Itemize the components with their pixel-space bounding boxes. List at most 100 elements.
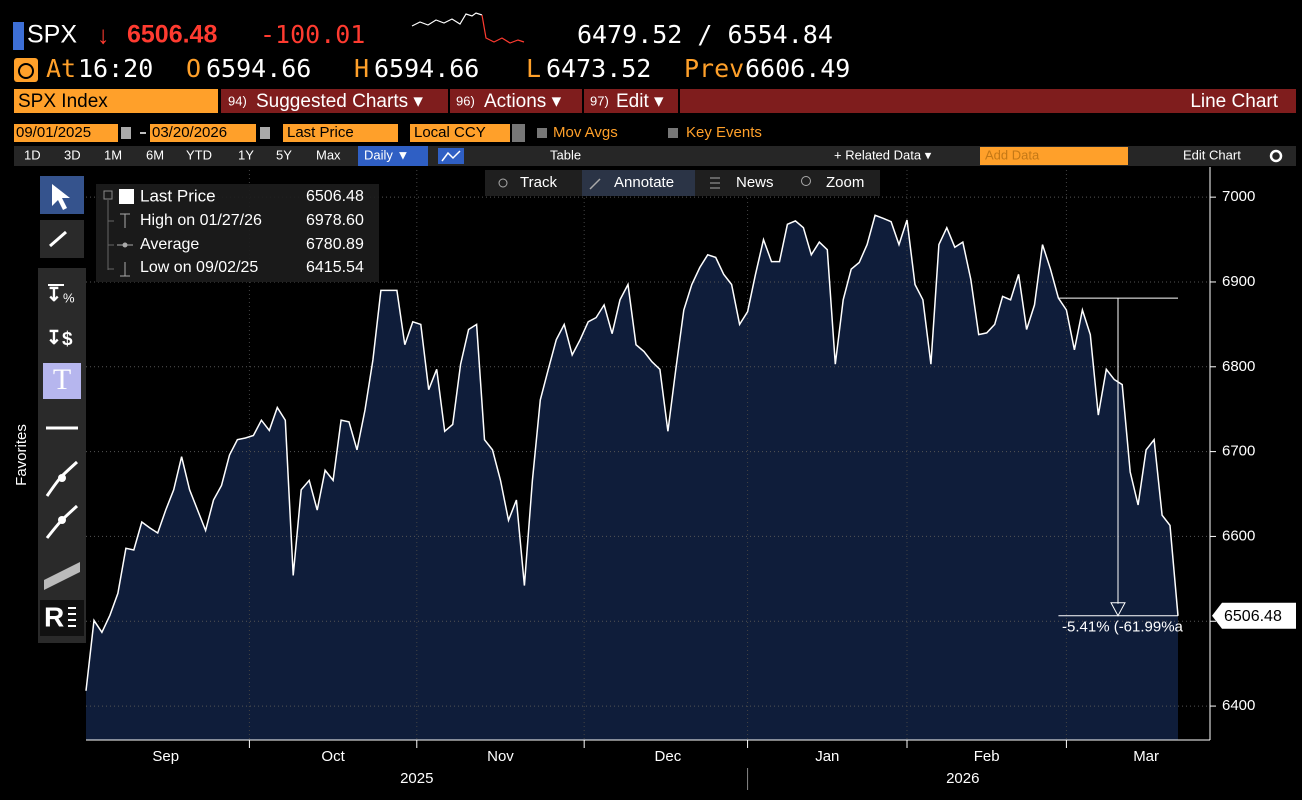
annotate-active (582, 170, 695, 196)
menu-number: 94) (228, 93, 247, 108)
legend-box (96, 184, 379, 282)
low-icon (120, 262, 130, 277)
bid-ask: 6479.52 / 6554.84 (577, 20, 833, 49)
edit-chart[interactable]: Edit Chart (1183, 147, 1241, 162)
clock-face (18, 63, 34, 79)
x-tick-label: Feb (974, 748, 1000, 765)
field: Last Price (287, 124, 354, 141)
frequency-button[interactable] (358, 146, 428, 166)
x-tick-label: Nov (487, 748, 514, 765)
direction-arrow: ↓ (97, 22, 110, 50)
dropdown-button[interactable] (512, 124, 525, 142)
add-data-field[interactable] (980, 147, 1128, 165)
pointer-icon (52, 184, 70, 210)
x-tick-label: Dec (655, 748, 682, 765)
period-button[interactable]: 1Y (238, 147, 254, 162)
chart-type[interactable]: Line Chart (1190, 91, 1278, 112)
calendar-icon[interactable] (260, 127, 270, 139)
draw-tool[interactable] (40, 220, 84, 258)
regression-label: R (44, 601, 64, 632)
pencil-icon (49, 230, 67, 248)
y-tick-label: 6800 (1222, 358, 1255, 375)
price-tag-label: 6506.48 (1224, 608, 1282, 625)
year-label: 2026 (946, 770, 979, 787)
y-tick-label: 7000 (1222, 188, 1255, 205)
percent-tool-label: % (63, 290, 75, 305)
currency: Local CCY (414, 124, 486, 141)
favorites-label[interactable]: Favorites (13, 424, 30, 486)
at-label: At (46, 54, 76, 83)
news-icon (710, 177, 720, 189)
period-button[interactable]: Max (316, 147, 341, 162)
track-icon (498, 178, 508, 188)
zoom-tool[interactable]: Zoom (826, 174, 864, 191)
period-button[interactable]: 6M (146, 147, 164, 162)
menu-edit[interactable]: Edit ▾ (616, 91, 664, 112)
menu-number: 97) (590, 93, 609, 108)
high-label: H (354, 54, 369, 83)
legend-value: 6415.54 (306, 259, 364, 276)
text-tool[interactable] (43, 363, 81, 399)
y-tick-label: 6700 (1222, 443, 1255, 460)
related-data[interactable]: + Related Data ▾ (834, 147, 932, 162)
y-tick-label: 6400 (1222, 697, 1255, 714)
menu-suggested-charts[interactable]: Suggested Charts ▾ (256, 91, 423, 112)
annotate-tool[interactable]: Annotate (614, 174, 674, 191)
period-buttons: 1D 3D 1M 6M YTD 1Y 5Y Max (24, 147, 341, 162)
high-icon (120, 213, 130, 228)
start-date-field[interactable] (14, 124, 118, 142)
time: 16:20 (78, 54, 153, 83)
checkbox[interactable] (668, 128, 678, 138)
security-marker (13, 22, 24, 50)
x-tick-label: Oct (321, 748, 345, 765)
menu-number: 96) (456, 93, 475, 108)
legend-collapse[interactable] (103, 190, 113, 200)
table-button[interactable]: Table (550, 147, 581, 162)
period-button[interactable]: 5Y (276, 147, 292, 162)
legend-label: Average (140, 236, 199, 253)
line-icon (441, 150, 461, 162)
period-button[interactable]: 3D (64, 147, 81, 162)
sparkline (411, 12, 483, 27)
settings-icon[interactable] (1269, 149, 1283, 163)
security-field[interactable] (14, 89, 218, 113)
news-tool[interactable]: News (736, 174, 774, 191)
measure-label: -5.41% (-61.99%a (1062, 619, 1184, 636)
dollar-tool[interactable]: ↧ (46, 328, 62, 349)
open-label: O (186, 54, 201, 83)
last-price: 6506.48 (127, 21, 217, 49)
calendar-icon[interactable] (121, 127, 131, 139)
menu-actions[interactable]: Actions ▾ (484, 91, 562, 112)
channel-tool[interactable] (44, 562, 80, 590)
net-change: -100.01 (260, 20, 365, 49)
legend-tree (107, 200, 114, 270)
end-date-field[interactable] (150, 124, 256, 142)
zoom-icon (801, 176, 811, 186)
prev-label: Prev (684, 54, 744, 83)
prev-close: 6606.49 (745, 54, 850, 83)
period-button[interactable]: YTD (186, 147, 212, 162)
price-area (86, 215, 1178, 741)
measure-arrowhead (1110, 602, 1126, 617)
security: SPX Index (18, 91, 108, 112)
legend-label: Last Price (140, 186, 216, 205)
regression-tool[interactable] (40, 600, 84, 636)
menu-bar (221, 89, 1296, 113)
low-label: L (526, 54, 541, 83)
frequency[interactable]: Daily ▼ (364, 147, 409, 162)
year-label: 2025 (400, 770, 433, 787)
add-data: Add Data (985, 147, 1040, 162)
checkbox[interactable] (537, 128, 547, 138)
period-button[interactable]: 1M (104, 147, 122, 162)
period-button[interactable]: 1D (24, 147, 41, 162)
field-selector[interactable] (283, 124, 398, 142)
key-events[interactable]: Key Events (686, 124, 762, 141)
mov-avgs[interactable]: Mov Avgs (553, 124, 618, 141)
legend-label: High on 01/27/26 (140, 212, 262, 229)
regression-lines (68, 607, 76, 627)
percent-tool[interactable]: ↧ (46, 285, 62, 306)
currency-selector[interactable] (410, 124, 510, 142)
trend-node (58, 474, 66, 482)
track-tool[interactable]: Track (520, 174, 557, 191)
end-date: 03/20/2026 (152, 124, 227, 141)
